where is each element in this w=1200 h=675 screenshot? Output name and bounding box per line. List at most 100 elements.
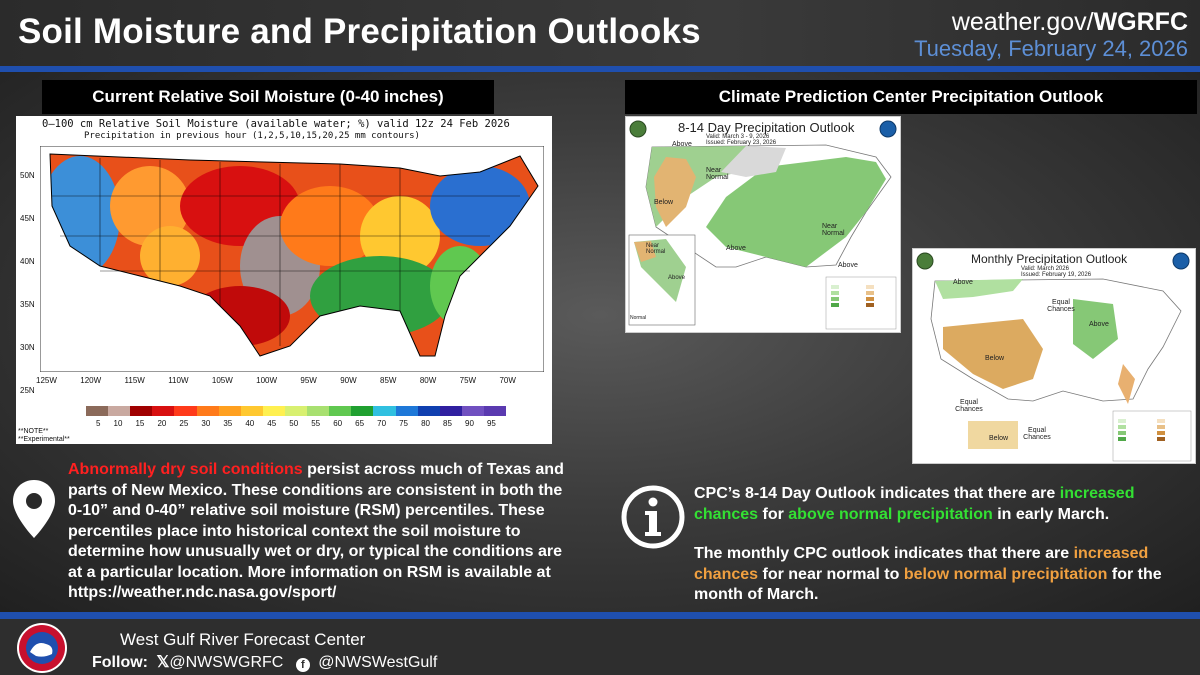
map-label: Above <box>726 245 746 252</box>
page-title: Soil Moisture and Precipitation Outlooks <box>18 12 701 51</box>
facebook-icon: f <box>295 658 310 672</box>
text-span: CPC’s 8-14 Day Outlook indicates that th… <box>694 485 1060 502</box>
legend-label: 10 <box>113 419 123 428</box>
legend-label: 85 <box>443 419 452 428</box>
legend-swatch <box>152 406 175 416</box>
lon-label: 100W <box>256 376 278 385</box>
lon-label: 75W <box>459 376 477 385</box>
lat-label: 40N <box>20 257 35 266</box>
cpc-monthly-issued: Issued: February 19, 2026 <box>1021 272 1092 278</box>
legend-label: 30 <box>201 419 211 428</box>
legend-swatch <box>284 406 308 416</box>
increased-chances-highlight: increased chances <box>694 545 1149 583</box>
text-span: The monthly CPC outlook indicates that t… <box>694 545 1074 562</box>
legend-label: 80 <box>421 419 430 428</box>
lon-label: 80W <box>419 376 437 385</box>
legend-swatch <box>196 406 219 416</box>
footer-bar <box>0 619 1200 675</box>
cpc-panel-title: Climate Prediction Center Precipitation … <box>625 80 1197 114</box>
above-normal-highlight: above normal precipitation <box>788 505 993 523</box>
rsm-map-canvas <box>39 145 545 373</box>
legend-label: 20 <box>157 419 167 428</box>
rsm-map-svg <box>39 145 545 373</box>
rsm-map-header-2: Precipitation in previous hour (1,2,5,10… <box>84 131 420 141</box>
rsm-description-text: persist across much of Texas and parts o… <box>68 461 564 601</box>
legend-label: 45 <box>267 419 277 428</box>
lat-label: 50N <box>20 171 35 180</box>
map-label: Near Normal <box>646 243 666 255</box>
x-icon: 𝕏 <box>156 654 170 671</box>
rsm-legend-labels: 5 10 15 20 25 30 35 40 45 50 55 60 65 70 75 80 85 90 95 <box>96 419 496 428</box>
cpc-814-map-svg <box>628 120 897 330</box>
legend-label: 90 <box>465 419 474 428</box>
map-label: Equal Chances <box>1047 299 1075 313</box>
rsm-note: **NOTE** <box>18 428 49 435</box>
legend-swatch <box>461 406 484 416</box>
rsm-lon-labels: 125W 120W 115W 110W 105W 100W 95W 90W 85… <box>36 376 516 385</box>
follow-label: Follow: <box>92 654 148 671</box>
site-link[interactable]: weather.gov/WGRFC <box>952 8 1188 37</box>
increased-chances-highlight: increased chances <box>694 485 1135 523</box>
legend-swatch <box>240 406 263 416</box>
rsm-lat-labels: 50N 45N 40N 35N 30N 25N <box>20 154 35 412</box>
lon-label: 120W <box>80 376 102 385</box>
legend-swatch <box>218 406 241 416</box>
text-span: for the month of March. <box>694 565 1162 604</box>
cpc-814-valid: Valid: March 3 - 9, 2026 <box>706 134 770 140</box>
rsm-panel-title: Current Relative Soil Moisture (0-40 inc… <box>42 80 494 114</box>
rsm-notes: **NOTE** **Experimental** <box>18 428 70 444</box>
legend-label: 95 <box>486 419 496 428</box>
rsm-note-experimental: **Experimental** <box>18 436 70 443</box>
legend-swatch <box>417 406 440 416</box>
legend-swatch <box>174 406 197 416</box>
legend-swatch <box>262 406 285 416</box>
lat-label: 45N <box>20 214 35 223</box>
legend-swatch <box>373 406 396 416</box>
legend-label: 55 <box>311 419 321 428</box>
map-label: Below <box>654 199 674 206</box>
legend-swatch <box>483 406 507 416</box>
map-label: Below <box>985 355 1005 362</box>
cpc-description: CPC’s 8-14 Day Outlook indicates that th… <box>694 484 1184 625</box>
legend-swatch <box>86 406 109 416</box>
text-span: in early March. <box>992 505 1110 523</box>
header-divider <box>0 66 1200 72</box>
legend-swatch <box>439 406 462 416</box>
map-label: Near Normal <box>706 167 729 181</box>
dry-conditions-highlight: Abnormally dry soil conditions <box>68 461 303 478</box>
map-label: Below <box>989 435 1009 442</box>
cpc-814-issued: Issued: February 23, 2026 <box>706 140 777 146</box>
map-label: Above <box>953 279 973 286</box>
lon-label: 105W <box>211 376 233 385</box>
legend-label: 25 <box>179 419 189 428</box>
cpc-monthly-title: Monthly Precipitation Outlook <box>971 252 1128 266</box>
legend-label: 5 <box>96 419 101 428</box>
map-label: Near Normal <box>822 223 845 237</box>
map-label: Equal Chances <box>1023 427 1051 441</box>
cpc-814-map-image: 8-14 Day Precipitation Outlook Valid: Ma… <box>625 116 901 333</box>
rsm-map-header-1: 0–100 cm Relative Soil Moisture (availab… <box>42 118 510 130</box>
map-label: Equal Chances <box>955 399 983 413</box>
footer-org-name: West Gulf River Forecast Center <box>120 630 366 649</box>
site-bold: WGRFC <box>1093 8 1188 36</box>
lon-label: 95W <box>300 376 317 385</box>
lon-label: 90W <box>340 376 357 385</box>
cpc-monthly-map-image: Monthly Precipitation Outlook Valid: Mar… <box>912 248 1196 464</box>
below-normal-highlight: below normal precipitation <box>903 565 1108 583</box>
map-label: Above <box>668 275 686 281</box>
lon-label: 70W <box>499 376 516 385</box>
footer-divider <box>0 612 1200 619</box>
nws-logo-icon <box>17 623 67 673</box>
legend-swatch <box>395 406 418 416</box>
cpc-814-paragraph: CPC’s 8-14 Day Outlook indicates that th… <box>694 484 1184 525</box>
rsm-description: Abnormally dry soil conditions persist a… <box>68 460 568 604</box>
date-label: Tuesday, February 24, 2026 <box>914 36 1188 61</box>
x-handle-link[interactable]: @NWSWGRFC <box>169 654 284 671</box>
facebook-handle-link[interactable]: @NWSWestGulf <box>318 654 438 671</box>
legend-label: 70 <box>377 419 387 428</box>
legend-swatch <box>351 406 374 416</box>
header-bar: Soil Moisture and Precipitation Outlooks… <box>0 0 1200 66</box>
cpc-monthly-paragraph: The monthly CPC outlook indicates that t… <box>694 544 1184 606</box>
cpc-814-title: 8-14 Day Precipitation Outlook <box>678 120 855 135</box>
lon-label: 125W <box>36 376 57 385</box>
